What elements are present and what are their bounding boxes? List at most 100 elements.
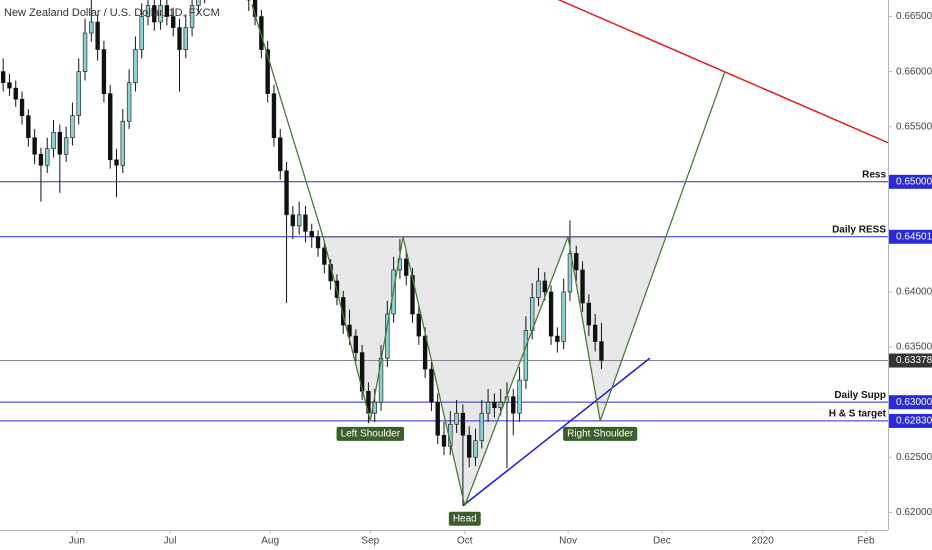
x-tick-label: 2020 [752,536,775,547]
y-tick-label: 0.66000 [896,66,932,77]
candle-body [517,379,522,414]
candle-body [278,137,283,172]
candle-body [523,330,529,381]
candle-body [95,21,100,50]
y-tick-label: 0.65500 [896,121,932,132]
x-tick-label: Jul [164,536,177,547]
candle-body [492,401,497,408]
y-tick-label: 0.63500 [896,342,932,353]
y-tick-label: 0.64000 [896,287,932,298]
y-tick-label: 0.62500 [896,452,932,463]
candle-body [315,236,321,249]
plot-area: Ress Daily RESS Daily Supp H & S target Left… [0,0,888,526]
level-name: H & S target [829,409,887,420]
candle-body [164,5,170,17]
candle-body [574,253,579,271]
candle-body [511,396,516,414]
x-tick-label: Feb [857,536,875,547]
pattern-label-box [336,426,405,441]
candle-body [114,159,119,166]
candle-body [542,280,547,293]
candle-body [435,401,440,436]
candle-body [38,153,44,166]
candle-body [57,131,63,155]
candle-body [145,5,151,17]
candle-body [599,341,604,361]
price-label-box [889,174,932,189]
price-label-box [889,395,932,410]
price-label: 0.65000 [896,176,932,187]
candle-body [158,5,163,23]
pattern-label-box [563,426,638,441]
support-line [462,357,651,507]
candle-body [51,131,56,150]
pattern-segment [599,71,726,422]
price-label-box [889,353,932,368]
candle-body [561,291,566,342]
pattern-segment [402,236,466,506]
candle-body [189,5,195,28]
candle-body [70,115,75,139]
candle-body [416,313,421,337]
candle-body [89,21,94,34]
y-tick-label: 0.62000 [896,507,932,518]
candle-body [120,120,125,166]
x-tick-label: Dec [653,536,671,547]
candle-body [580,269,585,304]
candle-body [303,214,308,232]
pattern-segment [251,4,324,238]
candle-body [63,137,69,155]
candle-body [265,49,270,94]
candle-body [139,16,144,50]
x-tick-label: Jun [69,536,85,547]
candle-body [7,82,12,89]
pattern-shade [323,236,666,506]
candle-body [32,137,37,155]
candle-body [152,5,157,23]
price-label: 0.63378 [896,355,932,366]
y-tick-label: 0.66500 [896,11,932,22]
candle-body [133,49,138,83]
candle-body [19,98,25,116]
pattern-label: Left Shoulder [341,429,401,440]
x-tick-label: Aug [261,536,279,547]
candle-body [454,412,459,425]
candle-body [101,49,107,94]
candle-body [567,253,573,293]
pattern-label-box [448,511,481,526]
candle-body [422,335,428,370]
pattern-segment [567,236,601,422]
candle-body [0,71,6,83]
candle-body [485,401,491,414]
candle-body [498,401,503,408]
price-label-box [889,413,932,428]
price-label: 0.63000 [896,397,932,408]
x-tick-label: Oct [457,536,473,547]
candle-body [177,27,182,50]
candle-body [309,231,314,238]
candle-body [473,440,478,458]
candle-body [460,412,466,436]
candle-body [196,0,201,6]
resistance-line [557,0,888,144]
candle-body [322,247,327,265]
candle-body [45,148,50,166]
price-label-box [889,229,932,244]
candle-body [296,214,302,227]
pattern-segment [369,236,404,422]
price-label: 0.64501 [896,231,932,242]
chart-title: New Zealand Dollar / U.S. Dollar, 1D, FX… [4,7,220,19]
candle-body [479,412,484,442]
price-label: 0.62830 [896,416,932,427]
candle-body [76,71,81,116]
candle-body [108,93,113,161]
candle-body [536,280,541,298]
candle-body [404,258,409,276]
candle-body [555,335,560,342]
candle-body [26,115,31,139]
candle-body [171,16,176,28]
level-name: Daily RESS [832,224,886,235]
pattern-label: Right Shoulder [567,429,634,440]
candle-body [467,434,472,458]
